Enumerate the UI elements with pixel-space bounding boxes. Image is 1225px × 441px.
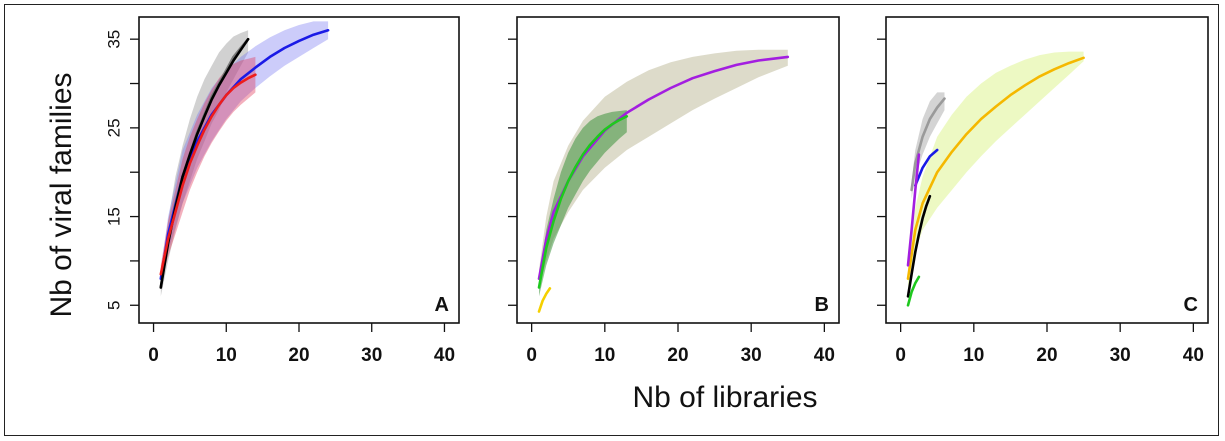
confidence-band-3 <box>160 56 256 284</box>
x-tick-label: 0 <box>895 345 906 366</box>
panel-b: 0 10 20 30 40 B <box>508 16 840 366</box>
confidence-band-0 <box>908 51 1084 288</box>
figure-frame: Nb of viral families Nb of libraries 0 10… <box>4 4 1219 436</box>
x-tick-label: 10 <box>216 345 237 366</box>
panel-label: B <box>815 294 829 316</box>
series-line-1 <box>537 115 629 289</box>
series-line-0 <box>906 56 1085 280</box>
panel-label: A <box>435 294 449 316</box>
series-line-4 <box>906 194 932 298</box>
series-line-2 <box>914 148 939 187</box>
x-tick-label: 40 <box>814 345 835 366</box>
plot-area <box>159 21 330 297</box>
x-tick-label: 0 <box>526 345 537 366</box>
series-line-2 <box>537 287 552 313</box>
plot-area <box>906 51 1085 307</box>
y-tick-label: 5 <box>104 301 123 310</box>
panel-label: C <box>1184 294 1198 316</box>
series-line-0 <box>537 55 790 280</box>
confidence-band-1 <box>911 92 945 199</box>
series-line-3 <box>159 73 257 276</box>
y-axis-title: Nb of viral families <box>45 72 78 317</box>
y-tick-label: 35 <box>104 30 123 49</box>
x-tick-label: 40 <box>1183 345 1204 366</box>
panel-c: 0 10 20 30 40 C <box>877 16 1209 366</box>
x-tick-label: 30 <box>741 345 762 366</box>
confidence-band-0 <box>160 30 249 297</box>
series-line-5 <box>906 275 921 307</box>
x-tick-label: 30 <box>361 345 382 366</box>
x-tick-label: 10 <box>963 345 984 366</box>
plot-area <box>537 49 790 313</box>
x-tick-label: 20 <box>667 345 688 366</box>
chart-canvas: Nb of viral families Nb of libraries 0 10… <box>45 16 1209 414</box>
confidence-band-0 <box>539 49 788 288</box>
x-axis-title: Nb of libraries <box>632 381 817 414</box>
x-tick-label: 20 <box>288 345 309 366</box>
x-tick-label: 20 <box>1036 345 1057 366</box>
x-tick-label: 30 <box>1110 345 1131 366</box>
series-line-1 <box>910 97 946 192</box>
y-tick-label: 25 <box>104 118 123 137</box>
x-tick-label: 40 <box>434 345 455 366</box>
x-tick-label: 0 <box>148 345 159 366</box>
y-tick-label: 15 <box>104 207 123 226</box>
series-line-3 <box>906 153 921 267</box>
x-tick-label: 10 <box>594 345 615 366</box>
panel-a: 0 10 20 30 40 5 15 25 35 A <box>104 16 460 366</box>
